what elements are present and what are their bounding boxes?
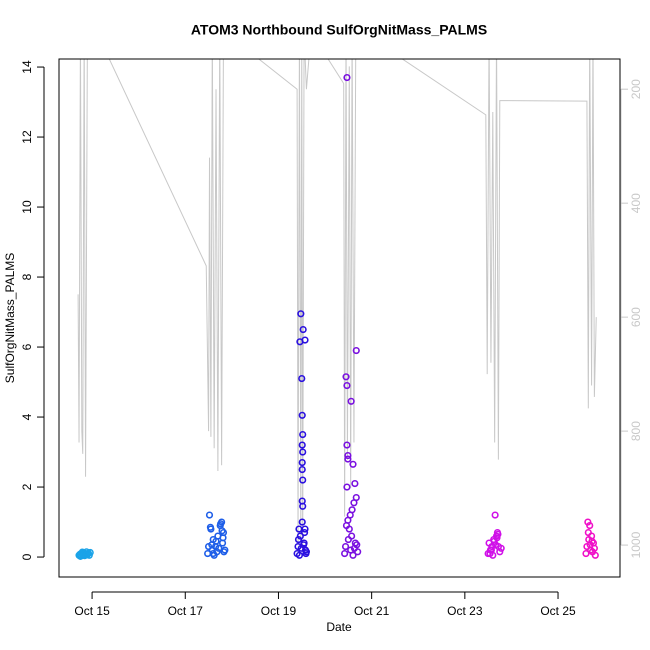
data-point: [494, 530, 502, 538]
y2-tick-label: 600: [629, 307, 643, 327]
data-point: [341, 542, 350, 551]
data-point: [584, 518, 592, 526]
data-point: [294, 535, 303, 544]
data-point: [213, 548, 221, 556]
x-tick-label: Oct 17: [168, 604, 204, 618]
data-point: [299, 325, 307, 334]
x-tick-label: Oct 21: [354, 604, 390, 618]
data-point: [584, 528, 592, 537]
data-point: [349, 551, 357, 559]
data-point: [215, 544, 223, 552]
data-point: [344, 451, 352, 460]
data-point: [300, 541, 308, 549]
data-point: [586, 521, 594, 530]
plot-area: [75, 59, 599, 560]
y-tick-label: 10: [20, 200, 34, 214]
data-point: [206, 523, 215, 531]
data-point: [299, 476, 307, 484]
data-point: [298, 465, 306, 474]
data-point: [497, 544, 505, 552]
data-point: [219, 534, 227, 542]
y-tick-label: 0: [20, 553, 34, 560]
plot-frame: [58, 58, 621, 578]
data-point: [588, 537, 596, 545]
data-point: [493, 534, 501, 542]
data-point: [486, 549, 494, 558]
x-axis-title: Date: [326, 620, 352, 634]
data-point: [298, 411, 306, 419]
data-point: [209, 549, 217, 558]
data-point: [212, 537, 220, 545]
y2-tick-label: 400: [629, 193, 643, 213]
y-axis-title: SulfOrgNitMass_PALMS: [3, 253, 17, 383]
data-point: [343, 381, 351, 390]
data-point: [297, 310, 305, 318]
data-point: [342, 521, 351, 530]
data-point: [343, 483, 351, 491]
data-point: [590, 544, 598, 552]
data-point: [295, 525, 303, 533]
y-tick-label: 4: [20, 413, 34, 420]
data-point: [302, 549, 310, 558]
data-point: [217, 520, 225, 528]
data-point: [491, 541, 500, 549]
data-point: [218, 527, 226, 535]
data-point: [298, 441, 306, 449]
data-point: [208, 541, 216, 549]
data-point: [349, 460, 357, 468]
y-tick-label: 14: [20, 60, 34, 74]
data-point: [205, 511, 214, 519]
data-point: [591, 551, 599, 559]
data-point: [82, 551, 90, 559]
altitude-line: [77, 59, 597, 551]
y-tick-label: 2: [20, 483, 34, 490]
data-point: [582, 549, 590, 558]
data-point: [347, 397, 355, 405]
data-point: [343, 73, 351, 82]
data-point: [220, 548, 228, 556]
data-point: [299, 502, 307, 510]
data-point: [296, 338, 304, 346]
data-point: [300, 528, 309, 537]
data-point: [351, 479, 359, 488]
y-tick-label: 12: [20, 130, 34, 144]
chart-title: ATOM3 Northbound SulfOrgNitMass_PALMS: [191, 22, 487, 38]
data-point: [352, 346, 360, 355]
data-point: [296, 532, 304, 540]
data-point: [491, 511, 499, 519]
data-point: [496, 548, 504, 556]
data-point: [343, 441, 351, 449]
data-point: [487, 546, 495, 554]
x-tick-label: Oct 15: [74, 604, 110, 618]
data-point: [344, 455, 352, 463]
data-point: [342, 373, 350, 381]
data-point: [298, 374, 306, 383]
x-tick-label: Oct 23: [447, 604, 483, 618]
data-point: [586, 541, 594, 549]
y-tick-label: 8: [20, 273, 34, 280]
y-tick-label: 6: [20, 343, 34, 350]
x-tick-label: Oct 25: [540, 604, 576, 618]
y2-tick-label: 800: [629, 421, 643, 441]
data-point: [353, 541, 361, 549]
data-point: [298, 458, 306, 467]
data-point: [348, 532, 356, 540]
data-point: [295, 551, 304, 559]
data-point: [298, 518, 306, 526]
data-point: [341, 549, 349, 558]
data-point: [350, 499, 358, 507]
x-tick-label: Oct 19: [261, 604, 297, 618]
data-point: [299, 448, 307, 456]
y2-tick-label: 1000: [629, 531, 643, 558]
data-point: [346, 511, 354, 519]
y2-tick-label: 200: [629, 79, 643, 99]
data-point: [299, 430, 307, 439]
